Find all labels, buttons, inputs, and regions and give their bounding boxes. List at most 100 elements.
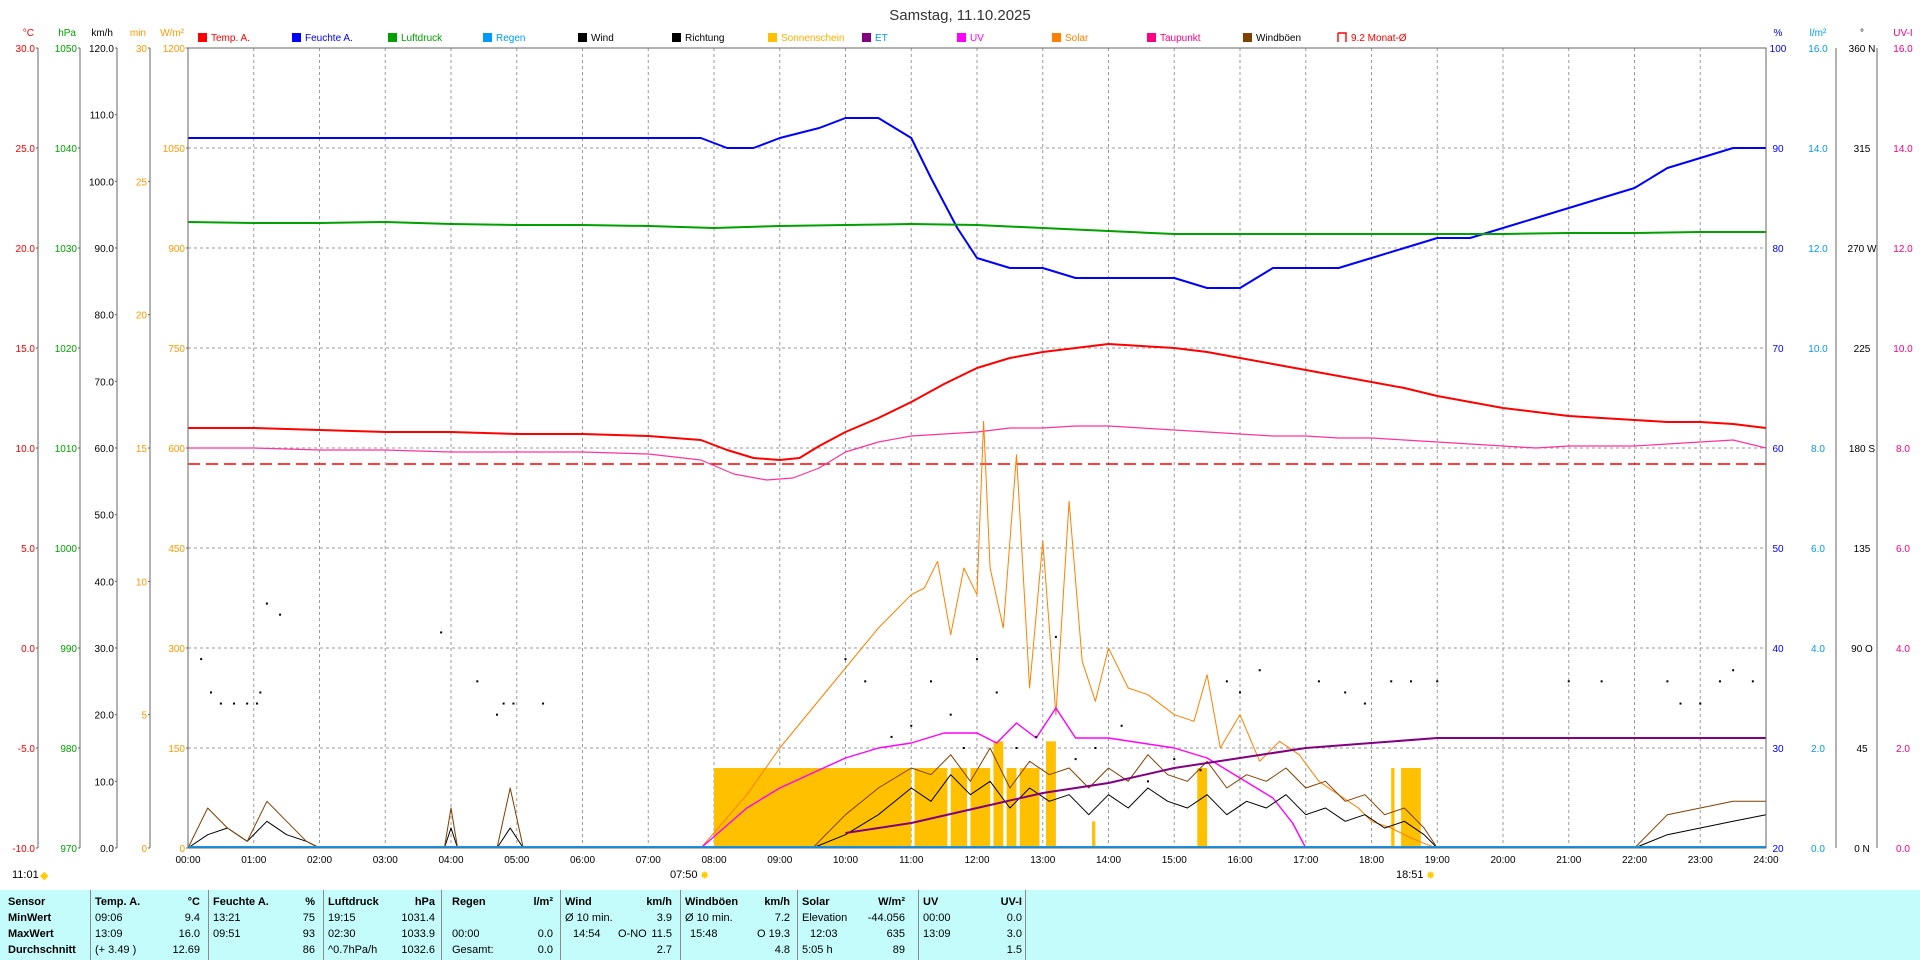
row-label: Durchschnitt bbox=[8, 944, 76, 956]
axis-tick-label: 10.0 bbox=[1808, 344, 1828, 355]
separator bbox=[1025, 890, 1026, 960]
stat-value: 12.69 bbox=[172, 944, 200, 956]
x-tick-label: 18:00 bbox=[1359, 855, 1384, 866]
direction-dots bbox=[200, 602, 1754, 783]
stat-time: 13:21 bbox=[213, 912, 241, 924]
x-tick-label: 08:00 bbox=[701, 855, 726, 866]
axis-tick-label: 70.0 bbox=[95, 377, 115, 388]
series-line-solar bbox=[700, 420, 1438, 849]
legend-swatch bbox=[1147, 33, 1156, 42]
axis-tick-label: 900 bbox=[168, 244, 185, 255]
axis-tick-label: 70 bbox=[1772, 344, 1784, 355]
sunshine-bar bbox=[1391, 768, 1395, 848]
axis-tick-label: 990 bbox=[60, 644, 77, 655]
axis-tick-label: 25.0 bbox=[16, 144, 36, 155]
axis-unit-label: l/m² bbox=[1810, 28, 1827, 39]
stat-value: 2.7 bbox=[656, 944, 672, 956]
axis-tick-label: 150 bbox=[168, 744, 185, 755]
hum-times: Feuchte A. 13:21 09:51 bbox=[213, 894, 283, 958]
axis-tick-label: 100 bbox=[1770, 44, 1787, 55]
stat-time bbox=[923, 942, 973, 958]
axis-unit-label: °C bbox=[23, 28, 34, 39]
legend-label-feuchte-a: Feuchte A. bbox=[305, 33, 353, 44]
direction-dot bbox=[864, 680, 867, 683]
direction-dot bbox=[1666, 680, 1669, 683]
legend-swatch bbox=[1243, 33, 1252, 42]
stats-unit: hPa bbox=[414, 896, 435, 908]
sun-icon: ✸ bbox=[1426, 870, 1435, 882]
legend-label-sonnenschein: Sonnenschein bbox=[781, 33, 844, 44]
axis-tick-label: 1010 bbox=[55, 444, 78, 455]
legend-swatch bbox=[862, 33, 871, 42]
stat-value: 4.8 bbox=[774, 944, 790, 956]
direction-dot bbox=[259, 691, 262, 694]
stats-unit: km/h bbox=[646, 896, 672, 908]
stat-time bbox=[213, 942, 283, 958]
legend-swatch bbox=[1337, 32, 1347, 42]
axis-tick-label: 5.0 bbox=[21, 544, 35, 555]
direction-dot bbox=[1015, 747, 1018, 749]
stats-header: Wind bbox=[565, 896, 592, 908]
x-tick-label: 20:00 bbox=[1490, 855, 1515, 866]
axis-unit-label: % bbox=[1774, 28, 1783, 39]
stat-value: 0.0 bbox=[537, 928, 553, 940]
axis-tick-label: 40 bbox=[1772, 644, 1784, 655]
axis-tick-label: 360 N bbox=[1849, 44, 1876, 55]
axis-tick-label: 14.0 bbox=[1808, 144, 1828, 155]
stat-value: 635 bbox=[886, 928, 905, 940]
separator bbox=[560, 890, 561, 960]
stat-time: Gesamt: bbox=[452, 944, 494, 956]
axis-tick-label: 12.0 bbox=[1893, 244, 1913, 255]
legend-swatch bbox=[292, 33, 301, 42]
x-tick-label: 02:00 bbox=[307, 855, 332, 866]
axis-tick-label: 135 bbox=[1854, 544, 1871, 555]
series-line-temp-a bbox=[188, 343, 1767, 461]
stat-time: 13:09 bbox=[923, 928, 951, 940]
wind-col2: O-NO bbox=[618, 894, 648, 958]
stats-header: UV bbox=[923, 896, 939, 908]
axis-unit-label: min bbox=[130, 28, 146, 39]
x-tick-label: 04:00 bbox=[438, 855, 463, 866]
direction-dot bbox=[1699, 702, 1702, 705]
axis-tick-label: 30.0 bbox=[95, 644, 115, 655]
stat-dir: O-NO bbox=[618, 928, 647, 940]
stat-value: 3.9 bbox=[656, 912, 672, 924]
separator bbox=[323, 890, 324, 960]
uv-times: UV 00:00 13:09 bbox=[923, 894, 973, 958]
sunshine-bar bbox=[1046, 741, 1056, 848]
stat-value: -44.056 bbox=[867, 912, 905, 924]
direction-dot bbox=[976, 658, 978, 661]
legend-label-richtung: Richtung bbox=[685, 33, 724, 44]
axis-tick-label: 980 bbox=[60, 744, 77, 755]
legend: Temp. A. Feuchte A. Luftdruck Regen Wind Rich… bbox=[198, 32, 1407, 44]
separator bbox=[441, 890, 442, 960]
series-line-taupunkt bbox=[188, 425, 1767, 481]
stat-time: ^0.7hPa/h bbox=[328, 944, 378, 956]
axis-tick-label: 30 bbox=[136, 44, 148, 55]
axis-tick-label: 20.0 bbox=[16, 244, 36, 255]
axis-tick-label: 90.0 bbox=[95, 244, 115, 255]
axis-tick-label: 100.0 bbox=[89, 177, 114, 188]
direction-dot bbox=[1600, 680, 1603, 683]
axis-tick-label: 25 bbox=[136, 177, 148, 188]
stat-time: 02:30 bbox=[328, 928, 356, 940]
axis-tick-label: 750 bbox=[168, 344, 185, 355]
axis-tick-label: 600 bbox=[168, 444, 185, 455]
axis-tick-label: 0 bbox=[141, 844, 147, 855]
direction-dot bbox=[1679, 702, 1682, 705]
legend-swatch bbox=[957, 33, 966, 42]
rain-times: Regen 00:00 Gesamt: bbox=[452, 894, 512, 958]
axis-unit-label: hPa bbox=[58, 28, 76, 39]
series-line-windb-en bbox=[187, 747, 1766, 849]
axis-tick-label: 14.0 bbox=[1893, 144, 1913, 155]
direction-dot bbox=[233, 702, 236, 705]
axis-tick-label: 40.0 bbox=[95, 577, 115, 588]
axis-tick-label: 970 bbox=[60, 844, 77, 855]
axis-tick-label: 5 bbox=[141, 711, 147, 722]
direction-dot bbox=[1258, 669, 1261, 672]
direction-dot bbox=[1567, 680, 1570, 683]
legend-swatch bbox=[198, 33, 207, 42]
separator bbox=[797, 890, 798, 960]
direction-dot bbox=[1035, 735, 1038, 738]
x-tick-label: 12:00 bbox=[964, 855, 989, 866]
